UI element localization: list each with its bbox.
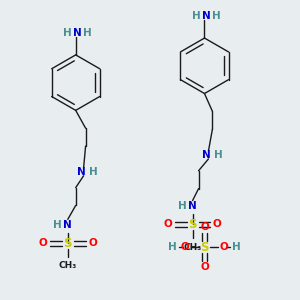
Text: H: H: [192, 11, 201, 21]
Text: H: H: [212, 11, 221, 21]
Text: H: H: [214, 150, 223, 160]
Text: H: H: [168, 242, 177, 252]
Text: O: O: [39, 238, 47, 248]
Text: H: H: [63, 28, 72, 38]
Text: O: O: [164, 219, 172, 229]
Text: N: N: [202, 11, 211, 21]
Text: O: O: [213, 219, 222, 229]
Text: H: H: [53, 220, 62, 230]
Text: O: O: [88, 238, 97, 248]
Text: S: S: [200, 241, 209, 254]
Text: H: H: [232, 242, 241, 252]
Text: H: H: [178, 202, 187, 212]
Text: O: O: [200, 222, 209, 232]
Text: N: N: [73, 28, 82, 38]
Text: CH₃: CH₃: [58, 261, 77, 270]
Text: S: S: [188, 218, 197, 231]
Text: O: O: [180, 242, 189, 252]
Text: N: N: [202, 150, 211, 160]
Text: N: N: [188, 202, 197, 212]
Text: N: N: [77, 167, 86, 177]
Text: CH₃: CH₃: [184, 243, 202, 252]
Text: H: H: [83, 28, 92, 38]
Text: O: O: [220, 242, 229, 252]
Text: H: H: [89, 167, 98, 177]
Text: S: S: [64, 237, 72, 250]
Text: N: N: [63, 220, 72, 230]
Text: O: O: [200, 262, 209, 272]
